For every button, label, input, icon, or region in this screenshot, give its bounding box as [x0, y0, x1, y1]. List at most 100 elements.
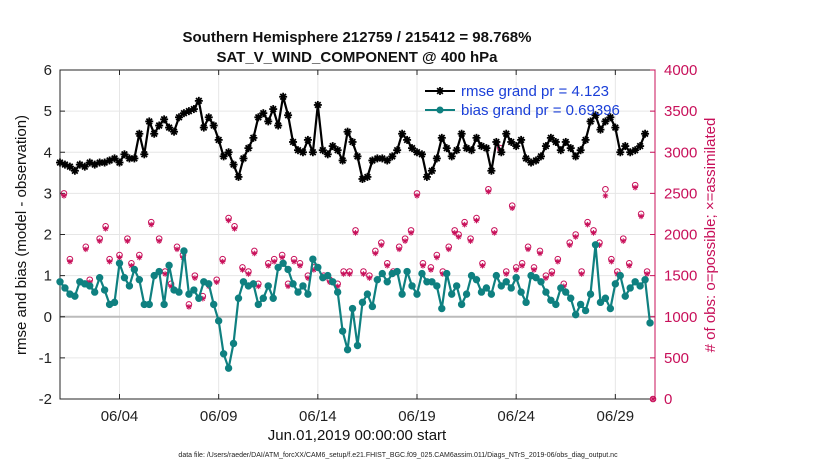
y-tick-label: -1	[39, 350, 52, 367]
bias-point	[348, 304, 357, 313]
bias-point	[393, 267, 401, 276]
rmse-point	[115, 158, 124, 167]
obs-assimilated-point	[537, 250, 543, 257]
obs-assimilated-point	[408, 230, 414, 236]
bias-point	[581, 306, 590, 315]
bias-point	[552, 300, 560, 309]
x-tick-label: 06/04	[101, 408, 139, 425]
bias-point	[343, 345, 352, 354]
rmse-point	[437, 133, 446, 142]
obs-assimilated-point	[360, 271, 367, 277]
rmse-point	[264, 117, 273, 126]
bias-point	[205, 280, 213, 288]
obs-assimilated-point	[473, 217, 480, 224]
y-tick-label: 3	[44, 185, 52, 202]
bias-point	[219, 350, 228, 358]
bias-point	[304, 290, 312, 298]
rmse-point	[279, 92, 288, 101]
rmse-point	[427, 166, 436, 175]
rmse-point	[259, 109, 268, 118]
bias-point	[482, 284, 491, 292]
rmse-point	[239, 154, 248, 163]
bias-point	[398, 290, 406, 298]
bias-point	[279, 259, 287, 267]
bias-point	[537, 278, 545, 286]
bias-point	[433, 282, 441, 290]
y2-tick-label: 1000	[664, 309, 697, 326]
rmse-point	[596, 125, 605, 134]
obs-assimilated-point	[67, 258, 73, 265]
rmse-point	[363, 172, 372, 181]
rmse-point	[214, 135, 223, 144]
bias-point	[428, 278, 436, 286]
bias-point	[224, 364, 233, 372]
bias-point	[56, 278, 64, 286]
bias-point	[586, 290, 595, 298]
bias-point	[358, 298, 367, 307]
obs-assimilated-point	[620, 238, 627, 244]
rmse-point	[80, 162, 89, 171]
obs-assimilated-point	[271, 258, 277, 265]
bias-point	[338, 327, 347, 335]
bias-point	[378, 269, 386, 278]
rmse-point	[303, 135, 312, 144]
obs-assimilated-point	[555, 258, 561, 265]
obs-assimilated-point	[186, 304, 192, 310]
rmse-point	[581, 135, 590, 144]
bias-point	[522, 298, 530, 307]
rmse-point	[517, 135, 526, 144]
bias-point	[289, 280, 297, 288]
obs-assimilated-point	[519, 262, 525, 269]
obs-assimilated-point	[192, 275, 198, 281]
bias-point	[294, 288, 302, 296]
obs-assimilated-point	[156, 238, 162, 244]
obs-assimilated-point	[513, 267, 519, 273]
y-tick-label: 6	[44, 62, 52, 79]
bias-point	[457, 300, 466, 309]
bias-point	[626, 284, 634, 292]
rmse-point	[313, 100, 322, 109]
rmse-point	[209, 121, 218, 130]
rmse-point	[472, 133, 481, 142]
y2-tick-label: 4000	[664, 62, 697, 79]
obs-assimilated-point	[366, 275, 373, 281]
x-axis-label: Jun.01,2019 00:00:00 start	[268, 427, 447, 444]
obs-assimilated-point	[285, 283, 291, 290]
obs-assimilated-point	[231, 225, 238, 232]
rmse-point	[551, 137, 560, 146]
rmse-point	[333, 146, 342, 155]
obs-assimilated-point	[566, 242, 573, 248]
obs-assimilated-point	[572, 234, 579, 240]
rmse-point	[487, 166, 496, 175]
obs-assimilated-point	[255, 283, 262, 290]
rmse-point	[70, 166, 79, 175]
bias-point	[175, 288, 183, 296]
rmse-point	[571, 152, 580, 161]
rmse-point	[556, 146, 565, 155]
bias-point	[100, 286, 109, 294]
obs-assimilated-point	[291, 258, 297, 265]
y-tick-label: -2	[39, 391, 52, 408]
rmse-point	[338, 156, 347, 165]
obs-assimilated-point	[578, 271, 585, 277]
bias-point	[110, 298, 119, 307]
bias-point	[264, 282, 272, 290]
bias-point	[646, 319, 654, 327]
rmse-point	[502, 129, 511, 138]
obs-assimilated-point	[420, 262, 426, 269]
obs-assimilated-point	[239, 267, 246, 273]
bias-point	[115, 259, 124, 267]
bias-point	[487, 290, 496, 298]
bias-point	[596, 298, 605, 307]
rmse-point	[194, 96, 203, 105]
bias-point	[601, 294, 610, 302]
rmse-point	[452, 146, 461, 155]
plot-area	[56, 92, 657, 403]
bias-point	[229, 339, 238, 348]
bias-point	[403, 267, 411, 276]
bias-point	[165, 261, 173, 270]
rmse-point	[160, 115, 169, 124]
obs-assimilated-point	[334, 283, 341, 290]
bias-point	[373, 276, 382, 284]
obs-assimilated-point	[265, 262, 272, 269]
